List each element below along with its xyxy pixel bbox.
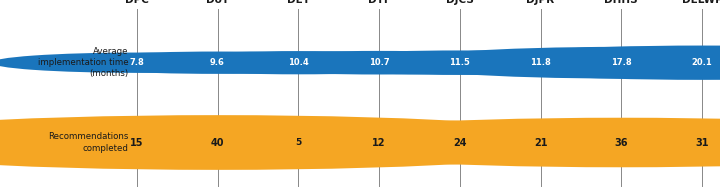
Ellipse shape: [394, 47, 720, 78]
Text: Recommendations
completed: Recommendations completed: [48, 132, 128, 153]
Text: 17.8: 17.8: [611, 58, 631, 67]
Ellipse shape: [0, 131, 298, 154]
Text: 24: 24: [453, 138, 467, 147]
Ellipse shape: [230, 138, 366, 147]
Text: 12: 12: [372, 138, 386, 147]
Text: DPC: DPC: [125, 0, 149, 5]
Text: DTF: DTF: [367, 0, 390, 5]
Ellipse shape: [362, 50, 719, 75]
Ellipse shape: [324, 127, 720, 158]
Text: DoT: DoT: [206, 0, 229, 5]
Text: DHHS: DHHS: [605, 0, 638, 5]
Text: 11.8: 11.8: [530, 58, 551, 67]
Text: 40: 40: [211, 138, 225, 147]
Ellipse shape: [284, 50, 636, 75]
Text: 5: 5: [295, 138, 302, 147]
Ellipse shape: [210, 51, 549, 74]
Ellipse shape: [392, 121, 720, 164]
Text: 20.1: 20.1: [692, 58, 712, 67]
Text: 21: 21: [534, 138, 547, 147]
Ellipse shape: [215, 125, 704, 160]
Text: 9.6: 9.6: [210, 58, 225, 67]
Ellipse shape: [131, 51, 465, 74]
Text: DJCS: DJCS: [446, 0, 474, 5]
Text: 10.4: 10.4: [288, 58, 309, 67]
Text: 7.8: 7.8: [130, 58, 144, 67]
Ellipse shape: [57, 51, 378, 74]
Text: 31: 31: [696, 138, 708, 147]
Text: DELWP: DELWP: [682, 0, 720, 5]
Text: Average
implementation time
(months): Average implementation time (months): [37, 47, 128, 78]
Ellipse shape: [456, 46, 720, 80]
Ellipse shape: [0, 53, 282, 73]
Ellipse shape: [0, 115, 611, 170]
Text: DJPR: DJPR: [526, 0, 554, 5]
Text: 36: 36: [614, 138, 628, 147]
Text: DET: DET: [287, 0, 310, 5]
Text: 10.7: 10.7: [369, 58, 390, 67]
Text: 15: 15: [130, 138, 143, 147]
Text: 11.5: 11.5: [449, 58, 470, 67]
Ellipse shape: [246, 133, 512, 152]
Ellipse shape: [266, 118, 720, 167]
